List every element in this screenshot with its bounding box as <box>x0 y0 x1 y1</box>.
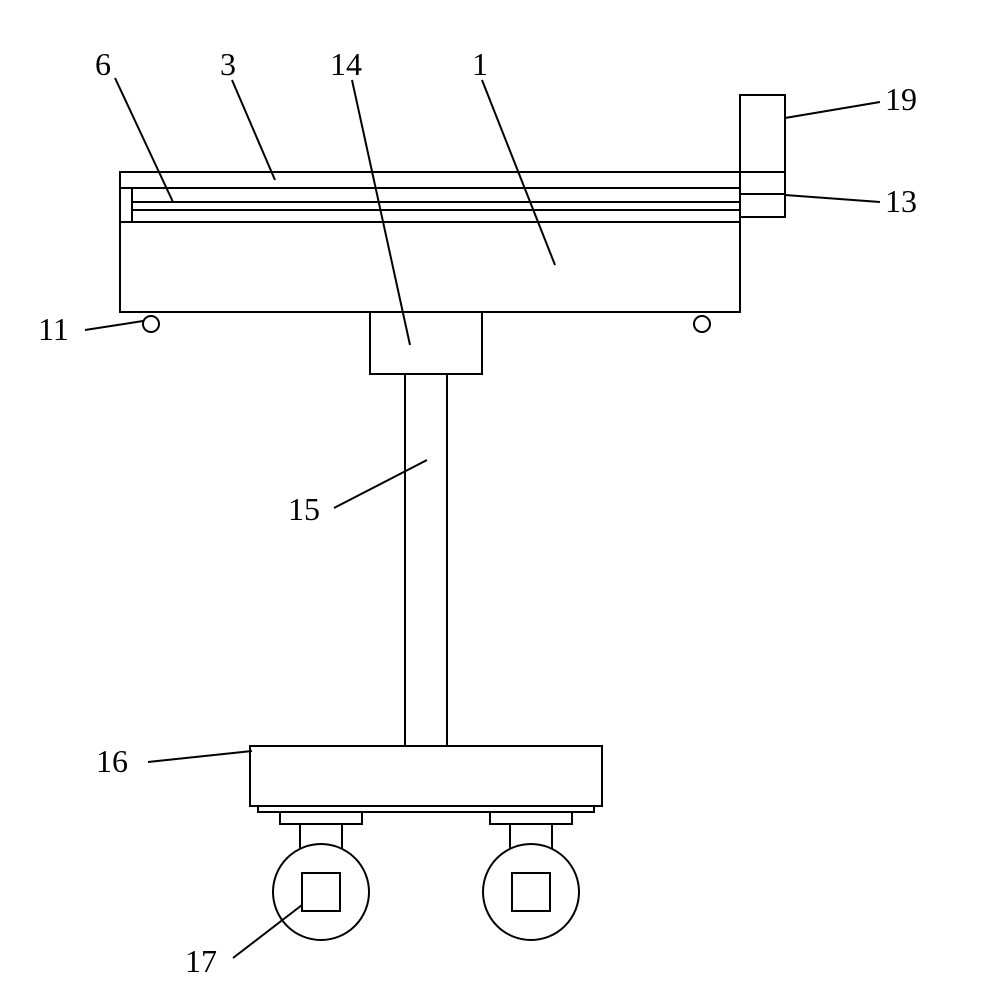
part-label-1: 1 <box>472 46 488 82</box>
part-label-16: 16 <box>96 743 128 779</box>
part-label-3: 3 <box>220 46 236 82</box>
part-label-14: 14 <box>330 46 362 82</box>
part-label-15: 15 <box>288 491 320 527</box>
part-label-17: 17 <box>185 943 217 979</box>
part-label-11: 11 <box>38 311 69 347</box>
part-label-6: 6 <box>95 46 111 82</box>
engineering-diagram: 6 3 14 1 19 13 11 15 16 17 <box>0 0 983 1000</box>
part-label-19: 19 <box>885 81 917 117</box>
part-label-13: 13 <box>885 183 917 219</box>
